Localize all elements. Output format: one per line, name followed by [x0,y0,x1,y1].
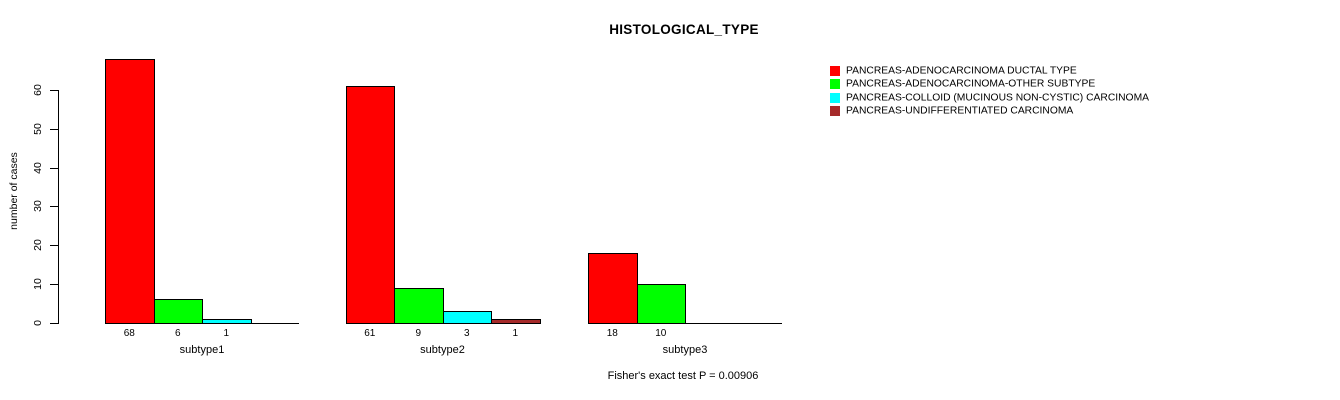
y-tick [50,90,58,91]
bar [105,59,155,324]
legend-swatch [830,79,840,90]
y-tick-label: 0 [32,319,44,326]
y-tick [50,245,58,246]
bar-value-label: 68 [123,328,135,339]
bar-value-label: 1 [223,328,230,339]
fisher-test-annotation: Fisher's exact test P = 0.00906 [607,370,759,382]
legend-swatch [830,66,840,76]
legend-label: PANCREAS-COLLOID (MUCINOUS NON-CYSTIC) C… [846,92,1150,104]
y-tick-label: 50 [32,122,44,135]
legend-swatch [830,92,840,103]
bar [202,318,252,324]
bar [588,252,638,324]
bar [442,310,492,324]
legend-row: PANCREAS-UNDIFFERENTIATED CARCINOMA [830,105,1250,117]
y-tick [50,167,58,169]
bar-value-label: 6 [174,328,181,339]
bar-value-label: 61 [364,328,376,339]
bar [636,283,686,324]
y-tick [50,322,58,324]
category-label: subtype3 [662,344,708,356]
legend-label: PANCREAS-ADENOCARCINOMA DUCTAL TYPE [846,65,1077,77]
y-axis-label: number of cases [8,152,20,230]
bar [345,86,395,324]
bar [394,287,444,324]
y-tick [50,206,58,208]
legend-swatch [830,106,840,117]
category-label: subtype1 [179,344,225,356]
y-tick-label: 10 [32,277,44,290]
bar [491,318,541,324]
legend-row: PANCREAS-COLLOID (MUCINOUS NON-CYSTIC) C… [830,92,1250,104]
y-tick-label: 40 [32,161,44,174]
y-axis-line [58,90,59,324]
bar-value-label: 9 [415,328,422,339]
y-tick [50,128,58,130]
bar-value-label: 3 [463,328,470,339]
legend-row: PANCREAS-ADENOCARCINOMA-OTHER SUBTYPE [830,78,1250,90]
legend-row: PANCREAS-ADENOCARCINOMA DUCTAL TYPE [830,65,1250,77]
bar-value-label: 18 [606,328,618,339]
chart-title: HISTOLOGICAL_TYPE [609,22,759,37]
legend-label: PANCREAS-ADENOCARCINOMA-OTHER SUBTYPE [846,78,1096,90]
y-tick-label: 20 [32,239,44,251]
y-tick [50,283,58,285]
y-tick-label: 30 [32,200,44,213]
legend-label: PANCREAS-UNDIFFERENTIATED CARCINOMA [846,105,1074,117]
bar-value-label: 1 [512,328,519,339]
bar-value-label: 10 [655,328,667,339]
bar [153,299,203,324]
y-tick-label: 60 [32,84,44,96]
category-label: subtype2 [420,344,465,356]
